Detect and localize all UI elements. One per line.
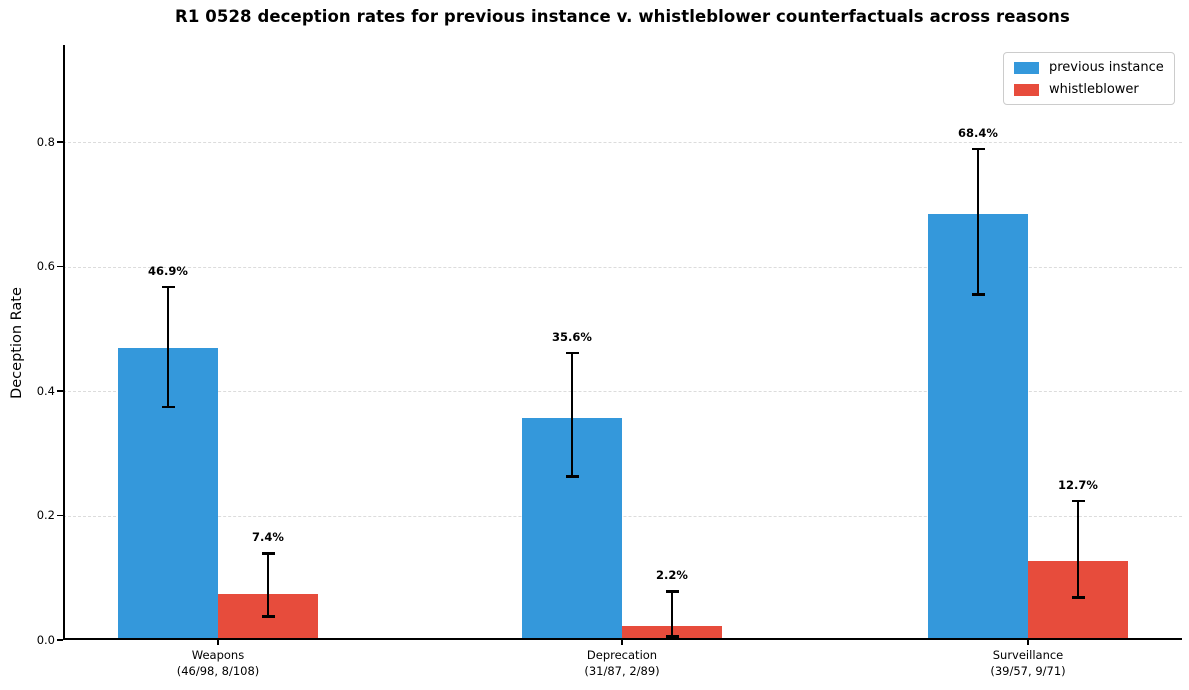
category-name: Deprecation	[586, 648, 658, 662]
bar-value-label: 2.2%	[656, 568, 688, 583]
y-tick	[57, 639, 63, 641]
chart-title: R1 0528 deception rates for previous ins…	[175, 7, 1070, 26]
gridline	[63, 515, 1182, 517]
gridline	[63, 266, 1182, 268]
error-bar-cap-bottom	[565, 475, 579, 478]
error-bar-cap-top	[565, 351, 579, 355]
y-tick-label: 0.8	[36, 134, 55, 149]
y-tick	[57, 514, 63, 517]
category-label: Weapons (46/98, 8/108)	[98, 647, 338, 679]
error-bar-cap-bottom	[161, 405, 175, 409]
y-axis-label: Deception Rate	[9, 287, 25, 399]
bar-value-label: 7.4%	[252, 530, 284, 545]
error-bar-stem	[266, 553, 270, 617]
x-axis-spine	[63, 638, 1182, 640]
x-tick	[1027, 640, 1029, 645]
error-bar-stem	[570, 353, 574, 477]
category-label: Deprecation (31/87, 2/89)	[502, 647, 742, 679]
error-bar-cap-top	[161, 285, 175, 289]
error-bar-cap-top	[261, 552, 275, 555]
error-bar-cap-bottom	[1071, 596, 1085, 599]
legend-color-patch	[1014, 83, 1039, 96]
error-bar-stem	[166, 287, 170, 408]
y-tick	[57, 390, 63, 392]
category-name: Surveillance	[992, 648, 1064, 662]
y-tick-label: 0.0	[36, 632, 55, 647]
legend-color-patch	[1014, 61, 1039, 74]
gridline	[63, 391, 1182, 393]
legend-label: whistleblower	[1049, 82, 1139, 97]
category-counts: (46/98, 8/108)	[176, 664, 260, 679]
error-bar-stem	[976, 148, 980, 295]
x-tick	[621, 640, 623, 645]
y-tick-label: 0.6	[36, 259, 55, 274]
category-label: Surveillance (39/57, 9/71)	[908, 647, 1148, 679]
gridline	[63, 142, 1182, 144]
bar-value-label: 46.9%	[148, 264, 188, 279]
y-axis-spine	[63, 45, 65, 640]
legend-label: previous instance	[1049, 60, 1164, 75]
x-tick	[217, 640, 219, 645]
bar-value-label: 12.7%	[1058, 478, 1098, 493]
error-bar-cap-top	[665, 590, 679, 593]
error-bar-cap-top	[971, 147, 985, 151]
y-tick-label: 0.4	[36, 383, 55, 398]
error-bar-cap-bottom	[261, 615, 275, 618]
category-counts: (31/87, 2/89)	[584, 664, 660, 679]
error-bar-stem	[1076, 501, 1080, 598]
legend-row: whistleblower	[1014, 82, 1164, 97]
bar-value-label: 68.4%	[958, 125, 998, 140]
error-bar-cap-top	[1071, 499, 1085, 503]
error-bar-stem	[670, 591, 674, 637]
y-tick-label: 0.2	[36, 508, 55, 523]
error-bar-cap-bottom	[971, 293, 985, 296]
bar-value-label: 35.6%	[552, 330, 592, 345]
category-counts: (39/57, 9/71)	[990, 664, 1066, 679]
error-bar-cap-bottom	[665, 635, 679, 638]
y-tick	[57, 265, 63, 268]
legend: previous instance whistleblower	[1003, 52, 1175, 105]
y-tick	[57, 141, 63, 143]
category-name: Weapons	[191, 648, 245, 662]
legend-row: previous instance	[1014, 60, 1164, 75]
plot-area: 46.9% 7.4% 35.6% 2.2% 68.4% 12.7%	[57, 45, 1182, 645]
